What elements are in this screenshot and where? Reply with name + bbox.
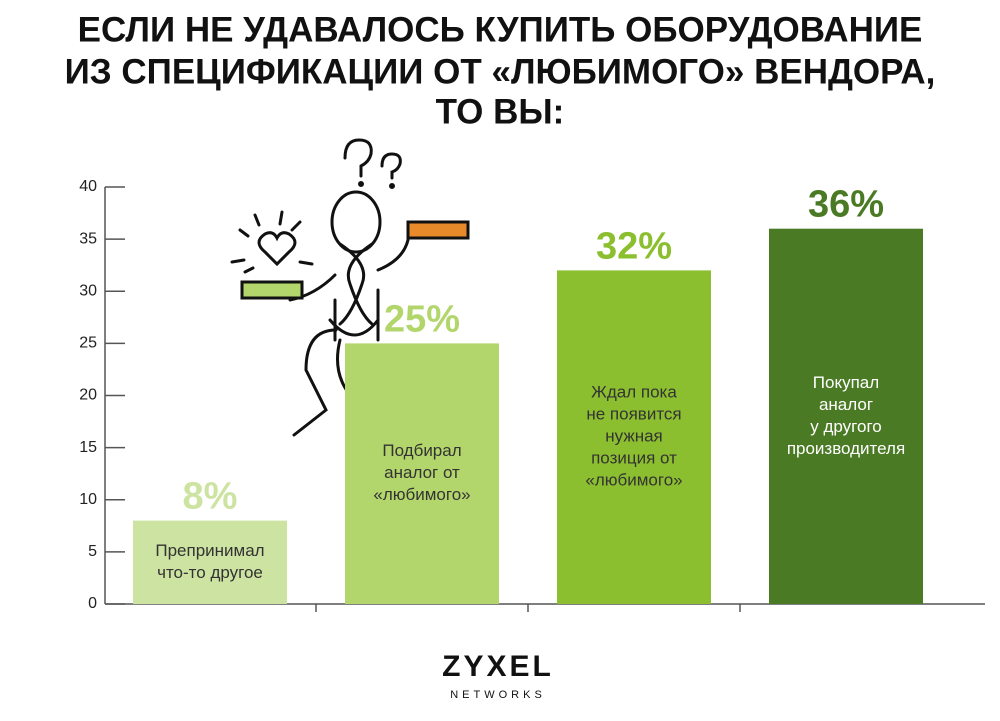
category-label: Покупал	[813, 373, 879, 392]
y-tick-label: 15	[79, 439, 97, 456]
y-tick-label: 35	[79, 230, 97, 247]
y-tick-label: 25	[79, 335, 97, 352]
category-label: производителя	[787, 439, 905, 458]
value-label: 36%	[808, 184, 884, 226]
chart-title: ТО ВЫ:	[436, 92, 565, 131]
category-label: «любимого»	[373, 485, 470, 504]
y-tick-label: 30	[79, 282, 97, 299]
chart-title: ИЗ СПЕЦИФИКАЦИИ ОТ «ЛЮБИМОГО» ВЕНДОРА,	[65, 52, 936, 91]
y-tick-label: 0	[88, 595, 97, 612]
category-label: Ждал пока	[591, 383, 677, 402]
category-label: что-то другое	[157, 563, 263, 582]
y-tick-label: 10	[79, 491, 97, 508]
illustration-box	[406, 220, 470, 240]
bar	[345, 343, 499, 604]
value-label: 8%	[183, 476, 238, 518]
category-label: нужная	[605, 427, 663, 446]
logo-subtitle: NETWORKS	[450, 689, 546, 701]
value-label: 32%	[596, 225, 672, 267]
category-label: позиция от	[591, 449, 677, 468]
bar	[557, 270, 711, 604]
category-label: Подбирал	[382, 441, 461, 460]
y-tick-label: 40	[79, 178, 97, 195]
illustration-box	[240, 280, 304, 300]
chart-title: ЕСЛИ НЕ УДАВАЛОСЬ КУПИТЬ ОБОРУДОВАНИЕ	[78, 10, 923, 49]
y-tick-label: 20	[79, 387, 97, 404]
category-label: Препринимал	[155, 541, 264, 560]
illustration	[230, 138, 410, 437]
category-label: у другого	[810, 417, 881, 436]
category-label: «любимого»	[585, 471, 682, 490]
bar	[133, 520, 287, 604]
y-tick-label: 5	[88, 543, 97, 560]
value-label: 25%	[384, 298, 460, 340]
bar	[769, 228, 923, 604]
category-label: аналог от	[384, 463, 460, 482]
category-label: аналог	[819, 395, 873, 414]
category-label: не появится	[586, 405, 681, 424]
logo: ZYXEL	[442, 650, 554, 683]
